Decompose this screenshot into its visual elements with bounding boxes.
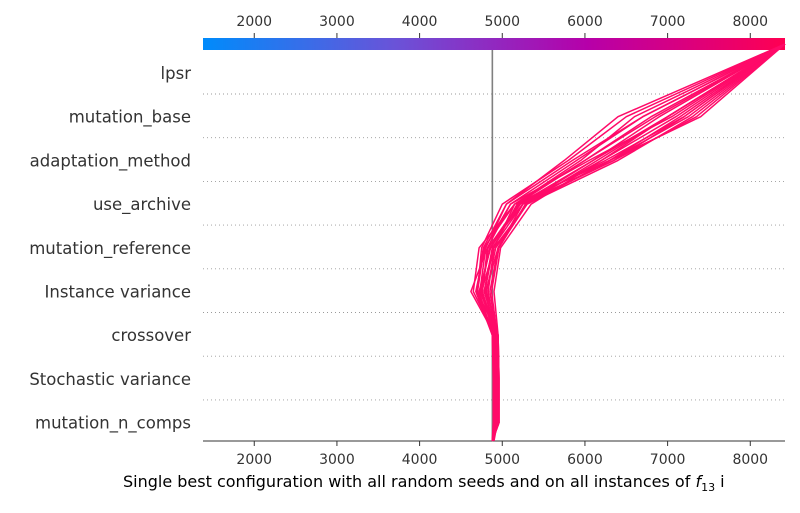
series-line <box>487 43 786 442</box>
x-axis-label-subscript: 13 <box>701 481 716 495</box>
series-line <box>478 43 786 442</box>
top-tick-label: 4000 <box>402 14 438 30</box>
feature-label: adaptation_method <box>30 151 191 171</box>
colorbar <box>203 38 785 50</box>
feature-label: mutation_reference <box>29 239 191 259</box>
feature-label: use_archive <box>93 195 191 215</box>
top-tick-label: 3000 <box>319 14 355 30</box>
feature-label: lpsr <box>161 64 192 83</box>
x-axis-label-symbol: f <box>695 472 702 491</box>
x-tick-label: 6000 <box>567 452 603 468</box>
series-line <box>470 43 786 442</box>
axes: 2000 2000 3000 3000 4000 4000 5000 5000 6000 6000… <box>203 14 785 468</box>
x-axis-label: Single best configuration with all rando… <box>123 472 725 494</box>
series-line <box>484 43 786 442</box>
x-tick-label: 3000 <box>319 452 355 468</box>
top-tick-label: 7000 <box>650 14 686 30</box>
series-lines <box>470 43 786 442</box>
x-axis-label-suffix: i <box>715 472 725 491</box>
series-line <box>480 43 786 442</box>
series-line <box>485 43 786 442</box>
feature-label: Instance variance <box>45 283 191 302</box>
series-line <box>480 43 786 442</box>
x-tick-label: 2000 <box>236 452 272 468</box>
feature-label: mutation_base <box>69 108 191 128</box>
series-line <box>490 43 786 442</box>
x-tick-label: 8000 <box>732 452 768 468</box>
x-tick-label: 7000 <box>650 452 686 468</box>
series-line <box>491 43 786 442</box>
series-line <box>489 43 786 442</box>
x-tick-label: 4000 <box>402 452 438 468</box>
top-tick-label: 6000 <box>567 14 603 30</box>
top-tick-label: 8000 <box>732 14 768 30</box>
series-line <box>481 43 786 442</box>
x-tick-label: 5000 <box>484 452 520 468</box>
series-line <box>481 43 786 442</box>
feature-labels: lpsr mutation_base adaptation_method use_ar… <box>29 64 191 434</box>
series-line <box>476 43 786 442</box>
x-axis-label-text: Single best configuration with all rando… <box>123 472 696 491</box>
series-line <box>476 43 786 442</box>
series-line <box>479 43 786 442</box>
row-separators <box>203 93 785 401</box>
feature-label: crossover <box>111 326 191 345</box>
series-line <box>472 43 786 442</box>
feature-label: mutation_n_comps <box>35 414 191 434</box>
feature-label: Stochastic variance <box>29 370 191 389</box>
top-tick-label: 5000 <box>484 14 520 30</box>
series-line <box>475 43 786 442</box>
top-tick-label: 2000 <box>236 14 272 30</box>
series-line <box>475 43 786 442</box>
series-line <box>484 43 786 442</box>
series-line <box>483 43 786 442</box>
